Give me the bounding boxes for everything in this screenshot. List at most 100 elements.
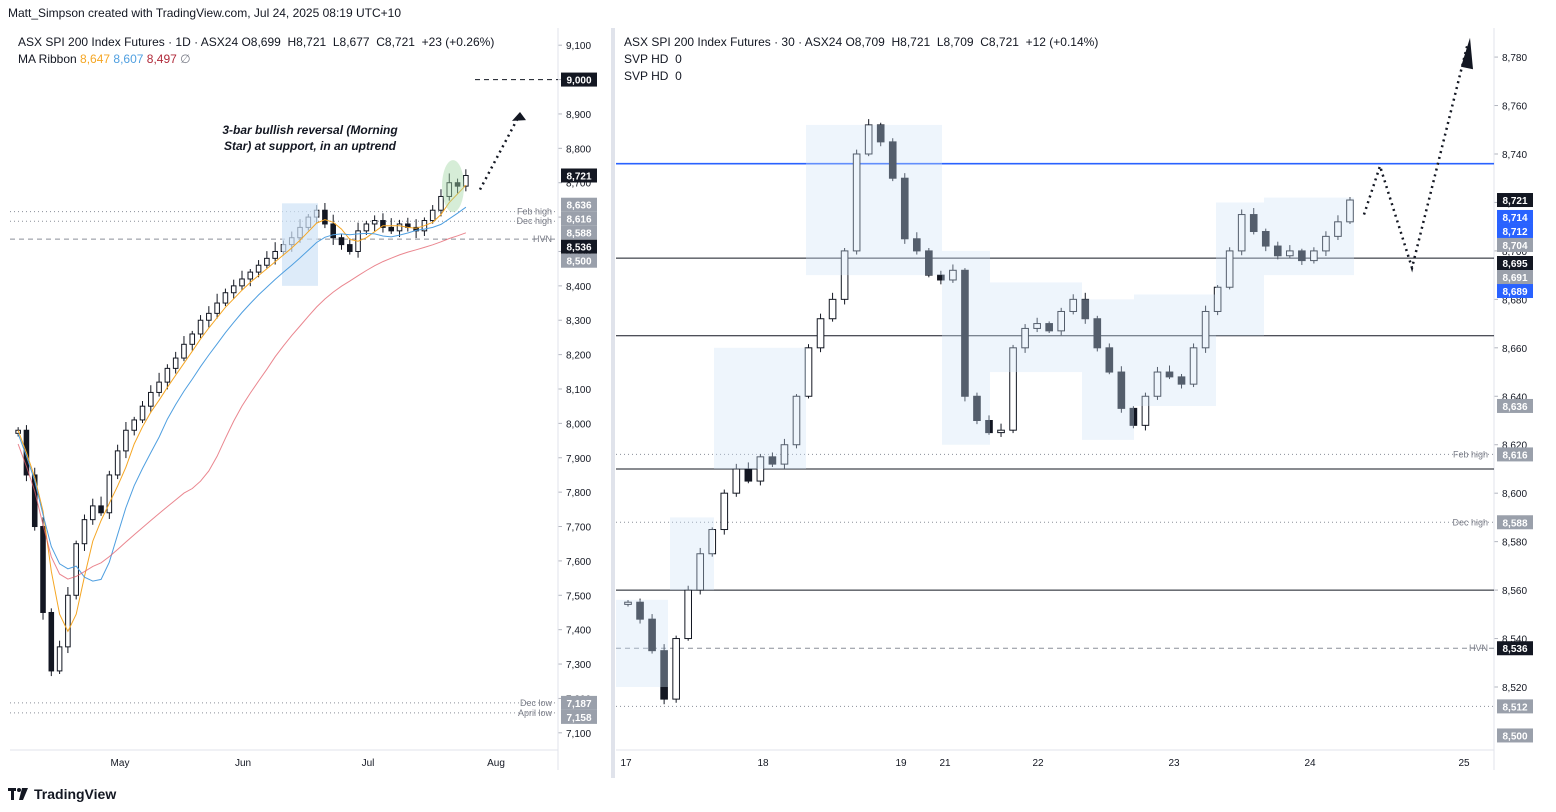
right-candle-body-19	[852, 153, 861, 252]
morning-star-highlight	[442, 160, 464, 213]
left-y-tick-label-20: 7,100	[566, 729, 591, 740]
left-y-tick-label-13: 7,800	[566, 488, 591, 499]
right-y-tick-label-8: 8,620	[1502, 441, 1527, 452]
left-y-tick-label-18: 7,300	[566, 660, 591, 671]
right-candle-body-38	[1081, 298, 1090, 320]
right-candle-body-44	[1153, 371, 1162, 397]
left-candle-body-27	[239, 278, 245, 287]
right-price-badge-text-7: 8,636	[1502, 402, 1527, 413]
left-y-tick-label-15: 7,600	[566, 557, 591, 568]
right-candle-body-54	[1273, 245, 1282, 257]
right-candle-body-15	[804, 347, 813, 397]
right-candle-body-5	[684, 589, 692, 640]
left-candle-body-44	[380, 220, 386, 228]
left-candle-body-19	[172, 357, 179, 369]
left-price-badge-7	[561, 695, 597, 710]
right-candle-body-43	[1141, 395, 1150, 426]
left-candle-body-12	[114, 450, 121, 476]
right-candle-body-51	[1237, 214, 1246, 252]
right-price-badge-5	[1497, 270, 1533, 285]
right-session-profile-8	[1216, 202, 1264, 336]
right-price-badge-11	[1497, 699, 1533, 714]
right-candle-body-13	[780, 444, 789, 465]
right-candle-body-46	[1177, 376, 1186, 385]
left-candle-body-17	[156, 381, 162, 393]
left-candle-body-15	[139, 405, 146, 421]
right-price-badge-3	[1497, 237, 1533, 252]
right-price-badge-text-1: 8,714	[1502, 213, 1527, 224]
daily-chart-pane[interactable]: 9,1009,0008,9008,8008,7008,6008,5008,400…	[10, 28, 608, 778]
right-session-profile-9	[1264, 197, 1354, 276]
ma-fast-line	[17, 184, 467, 633]
brand-footer[interactable]: TradingView	[8, 786, 116, 802]
left-candle-body-20	[181, 343, 187, 359]
intraday-chart-svg[interactable]: 8,7808,7608,7408,7208,7008,6808,6608,640…	[616, 28, 1548, 778]
left-candle-body-31	[272, 250, 278, 259]
right-candle-body-3	[660, 650, 668, 700]
left-candle-body-16	[148, 391, 154, 407]
right-level-label-7: HVN	[1469, 643, 1488, 653]
ma-mid-line	[17, 206, 467, 582]
right-candle-body-22	[888, 141, 897, 179]
pane-divider[interactable]	[611, 28, 615, 778]
left-candle-body-38	[330, 223, 336, 239]
right-session-profile-1	[670, 517, 714, 591]
left-candle-body-51	[438, 195, 444, 211]
right-session-profile-4	[942, 250, 990, 445]
right-candle-body-14	[792, 395, 801, 446]
right-y-tick-label-6: 8,660	[1502, 344, 1527, 355]
right-candle-body-9	[732, 468, 741, 494]
left-price-badge-2	[561, 197, 597, 212]
left-level-label-3: Dec low	[520, 698, 553, 708]
left-y-tick-label-9: 8,200	[566, 351, 591, 362]
left-candle-body-6	[65, 594, 71, 648]
right-x-tick-label-1: 18	[757, 758, 769, 769]
left-x-tick-label-3: Aug	[487, 758, 505, 769]
left-candle-body-13	[123, 429, 129, 452]
right-y-tick-label-2: 8,740	[1502, 150, 1527, 161]
left-price-badge-4	[561, 225, 597, 240]
intraday-chart-pane[interactable]: 8,7808,7608,7408,7208,7008,6808,6608,640…	[616, 28, 1548, 778]
left-y-tick-label-12: 7,900	[566, 454, 591, 465]
right-price-badge-text-12: 8,500	[1502, 731, 1527, 742]
left-price-badge-text-7: 7,187	[566, 699, 591, 710]
left-candle-body-9	[89, 505, 96, 521]
left-candle-body-28	[247, 271, 254, 280]
annotation-line-2: Star) at support, in an uptrend	[224, 139, 397, 153]
right-y-tick-label-4: 8,700	[1502, 247, 1527, 258]
right-y-tick-label-5: 8,680	[1502, 295, 1527, 306]
right-candle-body-56	[1298, 250, 1306, 262]
right-session-profile-6	[1082, 299, 1134, 440]
left-price-badge-1	[561, 168, 597, 183]
right-session-profile-5	[990, 282, 1082, 373]
right-candle-body-40	[1105, 347, 1114, 373]
right-candle-body-27	[949, 269, 957, 281]
left-price-badge-6	[561, 253, 597, 268]
right-level-label-5: Dec high	[1452, 517, 1488, 527]
left-candle-body-8	[81, 519, 88, 545]
brand-name: TradingView	[34, 786, 117, 802]
right-price-badge-text-3: 8,704	[1502, 241, 1527, 252]
left-candle-body-53	[454, 182, 461, 187]
daily-chart-svg[interactable]: 9,1009,0008,9008,8008,7008,6008,5008,400…	[10, 28, 608, 778]
right-price-badge-7	[1497, 398, 1533, 413]
right-candle-body-30	[985, 419, 993, 434]
left-price-badge-text-3: 8,616	[566, 215, 591, 226]
right-candle-body-52	[1249, 214, 1258, 233]
left-candle-body-25	[222, 292, 229, 304]
left-volume-profile	[282, 203, 318, 286]
right-candle-body-37	[1069, 298, 1078, 312]
right-candle-body-36	[1057, 310, 1066, 332]
right-y-tick-label-7: 8,640	[1502, 392, 1527, 403]
left-price-badge-text-6: 8,500	[566, 257, 591, 268]
tradingview-logo-icon	[8, 788, 28, 800]
right-x-tick-label-5: 23	[1168, 758, 1180, 769]
left-candle-body-5	[56, 646, 63, 672]
right-session-profile-7	[1134, 294, 1216, 406]
right-candle-body-55	[1286, 250, 1294, 257]
left-candle-body-46	[396, 223, 403, 232]
left-projection-arrowhead	[512, 111, 526, 121]
left-y-tick-label-3: 8,800	[566, 144, 591, 155]
right-candle-body-45	[1165, 371, 1174, 378]
right-price-badge-text-5: 8,691	[1502, 273, 1527, 284]
